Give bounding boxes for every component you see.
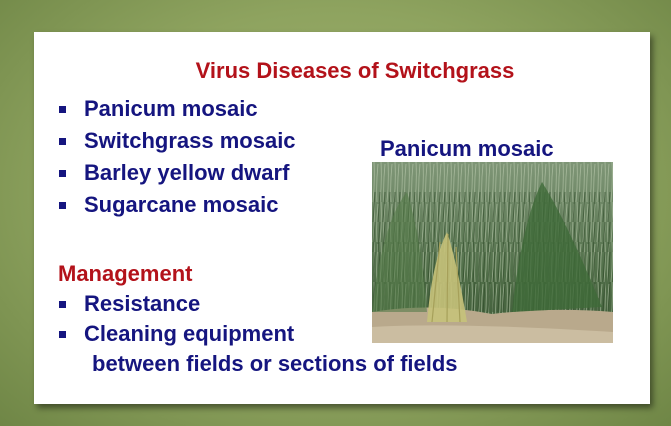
grass-photo: [372, 162, 613, 343]
bullet: [59, 202, 66, 209]
management-item: Cleaning equipment: [84, 321, 295, 346]
disease-item: Sugarcane mosaic: [84, 192, 279, 217]
bullet: [59, 301, 66, 308]
management-heading: Management: [58, 261, 193, 286]
disease-item: Switchgrass mosaic: [84, 128, 296, 153]
management-item: Resistance: [84, 291, 201, 316]
bullet: [59, 138, 66, 145]
slide: Virus Diseases of Switchgrass Panicum mo…: [34, 32, 650, 404]
slide-title: Virus Diseases of Switchgrass: [195, 58, 515, 83]
disease-item: Panicum mosaic: [84, 96, 258, 121]
management-item: between fields or sections of fields: [92, 351, 458, 376]
bullet: [59, 170, 66, 177]
image-caption: Panicum mosaic: [380, 136, 554, 161]
disease-item: Barley yellow dwarf: [84, 160, 290, 185]
bullet: [59, 106, 66, 113]
bullet: [59, 331, 66, 338]
